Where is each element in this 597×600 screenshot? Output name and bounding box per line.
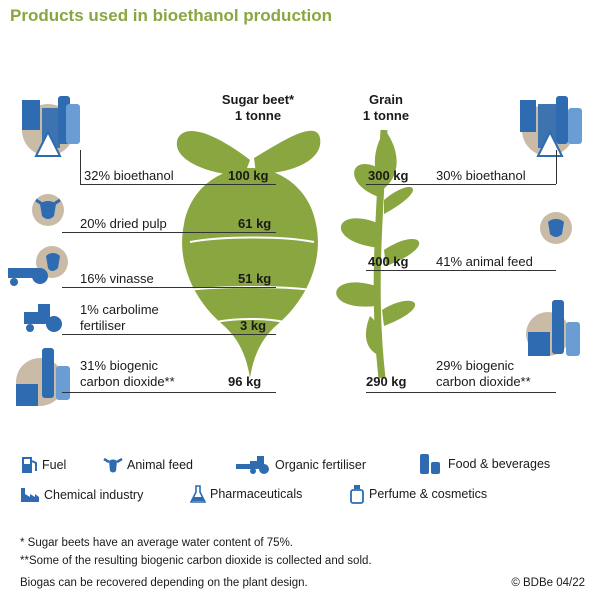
footnote-water-content: * Sugar beets have an average water cont… [20,537,293,549]
beet-row-dried-pulp-label: 20% dried pulp [80,216,167,231]
fuel-pump-icon [22,457,37,473]
grain-amount: 1 tonne [362,108,410,123]
beet-row-bioethanol-value: 100 kg [228,168,269,183]
legend-chemical-industry: Chemical industry [20,486,143,504]
grain-row-bioethanol-label: 30% bioethanol [436,168,526,183]
legend-pharmaceuticals: Pharmaceuticals [190,484,302,504]
bottle-icon [420,454,440,474]
perfume-bottle-icon [350,485,364,504]
legend-food-beverages: Food & beverages [418,452,550,476]
beet-row-co2-label: 31% biogenic carbon dioxide** [80,358,175,389]
legend-perfume-cosmetics-label: Perfume & cosmetics [369,487,488,501]
grain-row-co2-value: 290 kg [366,374,407,389]
row2-left-icon [32,194,64,226]
factory-icon [21,488,39,502]
legend-fuel: Fuel [20,455,66,475]
row2-right-icon [540,212,572,244]
row3-right-icons [526,300,580,356]
footnote-co2: **Some of the resulting biogenic carbon … [20,555,372,567]
legend-animal-feed-label: Animal feed [127,458,194,472]
row5-left-icons [16,348,70,406]
sugar-beet-header: Sugar beet* 1 tonne [196,92,320,124]
grain-header: Grain 1 tonne [336,92,436,124]
sugar-beet-amount: 1 tonne [234,108,282,123]
legend-pharmaceuticals-label: Pharmaceuticals [210,487,303,501]
cow-icon [103,457,123,473]
tractor-icon [236,456,269,474]
flask-icon [190,485,206,503]
row1-left-icons [22,96,80,157]
credit: © BDBe 04/22 [511,577,585,589]
grain-row-animal-feed-value: 400 kg [368,254,409,269]
beet-row-vinasse-value: 51 kg [238,271,272,286]
beet-row-co2-value: 96 kg [228,374,262,389]
beet-row-dried-pulp-value: 61 kg [238,216,272,231]
footnote-biogas: Biogas can be recovered depending on the… [20,577,308,589]
beet-row-carbolime-label: 1% carbolime fertiliser [80,302,159,333]
diagram-title: Products used in bioethanol production [10,6,333,25]
legend-chemical-industry-label: Chemical industry [44,488,144,502]
legend-organic-fertiliser: Organic fertiliser [235,455,366,475]
legend-animal-feed: Animal feed [103,455,193,475]
legend-food-beverages-label: Food & beverages [448,457,551,471]
legend-fuel-label: Fuel [42,458,67,472]
grain-row-co2-label: 29% biogenic carbon dioxide** [436,358,531,389]
legend-perfume-cosmetics: Perfume & cosmetics [349,484,487,504]
beet-row-bioethanol-label: 32% bioethanol [84,168,174,183]
grain-row-bioethanol-value: 300 kg [368,168,409,183]
grain-name: Grain [369,92,403,107]
row4-left-icon [24,304,62,332]
legend-organic-fertiliser-label: Organic fertiliser [275,458,366,472]
grain-row-animal-feed-label: 41% animal feed [436,254,533,269]
row3-left-icons [8,246,68,286]
beet-body [182,168,318,378]
beet-row-carbolime-value: 3 kg [240,318,267,333]
beet-row-vinasse-label: 16% vinasse [80,271,154,286]
sugar-beet-name: Sugar beet* [221,92,295,107]
beet-leaf-left [176,131,250,176]
beet-leaf-right [254,130,321,174]
row1-right-icons [520,96,582,157]
